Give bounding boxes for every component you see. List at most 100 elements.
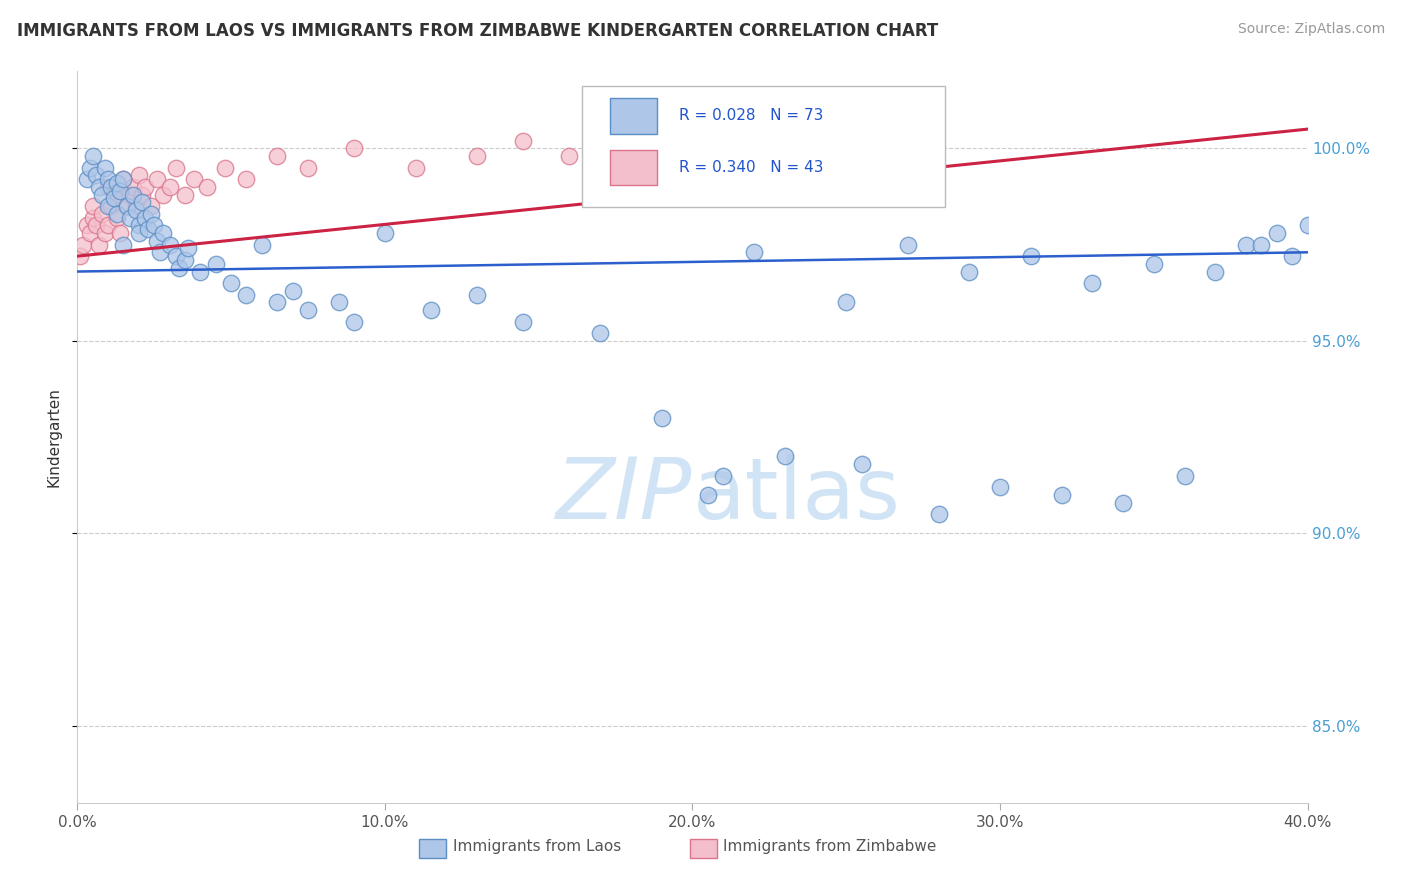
Point	[79, 161, 101, 175]
Point	[115, 199, 138, 213]
Point	[118, 187, 141, 202]
Point	[141, 207, 163, 221]
Text: R = 0.028   N = 73: R = 0.028 N = 73	[679, 109, 824, 123]
Point	[97, 179, 120, 194]
Point	[87, 179, 110, 194]
Point	[204, 257, 226, 271]
Point	[76, 172, 98, 186]
Point	[97, 172, 120, 186]
Point	[165, 161, 187, 175]
Bar	[610, 98, 657, 134]
Point	[112, 172, 135, 186]
Point	[152, 187, 174, 202]
Point	[134, 211, 156, 225]
Point	[131, 187, 153, 202]
Point	[343, 141, 366, 155]
Point	[72, 237, 94, 252]
Point	[420, 303, 443, 318]
Point	[76, 219, 98, 233]
Point	[174, 187, 197, 202]
Point	[558, 149, 581, 163]
Point	[146, 234, 169, 248]
Point	[851, 457, 873, 471]
Point	[374, 226, 396, 240]
Bar	[690, 839, 717, 858]
Text: Immigrants from Zimbabwe: Immigrants from Zimbabwe	[723, 839, 936, 855]
Point	[159, 237, 181, 252]
Point	[219, 276, 242, 290]
Point	[589, 326, 612, 340]
Point	[94, 226, 117, 240]
Point	[266, 149, 288, 163]
Point	[115, 199, 138, 213]
Bar	[610, 150, 657, 185]
Point	[605, 122, 627, 136]
Point	[235, 287, 257, 301]
Point	[405, 161, 427, 175]
Point	[177, 242, 200, 256]
Point	[512, 134, 534, 148]
Point	[297, 161, 319, 175]
Point	[79, 226, 101, 240]
Point	[125, 202, 148, 217]
Point	[84, 169, 107, 183]
Point	[97, 219, 120, 233]
Point	[146, 172, 169, 186]
Point	[159, 179, 181, 194]
Point	[69, 249, 91, 263]
Point	[84, 219, 107, 233]
Point	[90, 187, 114, 202]
Point	[90, 207, 114, 221]
Point	[651, 410, 673, 425]
Text: ZIP: ZIP	[557, 454, 693, 537]
Point	[143, 219, 166, 233]
Point	[110, 184, 132, 198]
Point	[214, 161, 236, 175]
Point	[281, 284, 304, 298]
Point	[1081, 276, 1104, 290]
Point	[134, 179, 156, 194]
Point	[112, 237, 135, 252]
Point	[1204, 264, 1226, 278]
Point	[110, 226, 132, 240]
Point	[128, 169, 150, 183]
Point	[1281, 249, 1303, 263]
Point	[1250, 237, 1272, 252]
Point	[235, 172, 257, 186]
Point	[465, 149, 488, 163]
Point	[94, 161, 117, 175]
Point	[183, 172, 205, 186]
Text: IMMIGRANTS FROM LAOS VS IMMIGRANTS FROM ZIMBABWE KINDERGARTEN CORRELATION CHART: IMMIGRANTS FROM LAOS VS IMMIGRANTS FROM …	[17, 22, 938, 40]
Text: atlas: atlas	[693, 454, 900, 537]
Text: R = 0.340   N = 43: R = 0.340 N = 43	[679, 160, 824, 175]
Point	[195, 179, 218, 194]
Point	[651, 141, 673, 155]
Point	[512, 315, 534, 329]
Point	[1143, 257, 1166, 271]
Point	[1265, 226, 1288, 240]
Point	[152, 226, 174, 240]
Point	[131, 195, 153, 210]
Point	[112, 172, 135, 186]
Point	[136, 222, 159, 236]
Point	[100, 199, 122, 213]
Point	[343, 315, 366, 329]
Point	[141, 199, 163, 213]
Point	[121, 179, 143, 194]
Point	[121, 187, 143, 202]
Bar	[419, 839, 447, 858]
Point	[1234, 237, 1257, 252]
Point	[105, 207, 128, 221]
Point	[957, 264, 980, 278]
Point	[1019, 249, 1042, 263]
Point	[773, 450, 796, 464]
Point	[149, 245, 172, 260]
Point	[988, 480, 1011, 494]
Point	[118, 211, 141, 225]
Point	[128, 226, 150, 240]
Point	[174, 252, 197, 267]
Point	[82, 149, 104, 163]
Text: Immigrants from Laos: Immigrants from Laos	[453, 839, 621, 855]
Point	[328, 295, 350, 310]
Point	[82, 211, 104, 225]
